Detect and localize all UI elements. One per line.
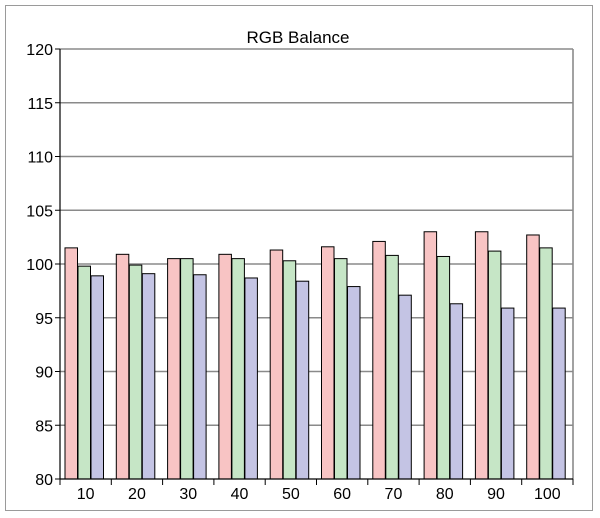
bar <box>423 231 438 480</box>
y-tick-label: 105 <box>26 203 53 220</box>
bar <box>436 255 451 480</box>
bar <box>231 258 245 480</box>
y-tick-label: 115 <box>27 96 53 113</box>
bar <box>474 231 489 480</box>
x-tick-label: 10 <box>77 486 95 503</box>
bar <box>90 275 104 480</box>
bar <box>347 286 361 480</box>
x-tick-label: 90 <box>487 486 505 503</box>
bar <box>141 273 156 480</box>
bar <box>115 253 130 480</box>
y-tick-label: 120 <box>26 42 53 59</box>
bar <box>64 247 78 480</box>
bar <box>552 307 566 480</box>
bar <box>334 258 348 480</box>
x-tick-label: 30 <box>179 486 197 503</box>
bar <box>398 294 412 480</box>
y-tick-label: 110 <box>27 150 53 167</box>
bar <box>128 264 143 480</box>
x-tick-label: 100 <box>534 486 561 503</box>
bar <box>372 240 386 480</box>
bar <box>218 253 232 480</box>
x-tick-label: 60 <box>333 486 351 503</box>
y-tick-label: 95 <box>35 311 53 328</box>
bar <box>167 258 181 480</box>
bar <box>193 274 207 480</box>
x-tick-label: 40 <box>231 486 249 503</box>
bar <box>385 254 399 480</box>
bar <box>282 260 297 480</box>
bar <box>77 265 91 480</box>
x-tick-label: 80 <box>436 486 454 503</box>
chart-title: RGB Balance <box>247 28 350 47</box>
y-tick-label: 85 <box>35 418 53 435</box>
bar <box>180 258 194 480</box>
x-tick-labels: 10 20 30 40 50 60 70 80 90 100 <box>77 486 561 503</box>
x-tick-label: 50 <box>282 486 300 503</box>
y-tick-label: 90 <box>35 365 53 382</box>
bar <box>500 307 515 480</box>
bar <box>244 277 258 480</box>
bar <box>269 249 284 480</box>
bar <box>449 303 464 480</box>
x-tick-label: 20 <box>128 486 146 503</box>
bars <box>64 231 566 480</box>
bar <box>295 280 310 480</box>
bar <box>487 250 502 480</box>
bar <box>539 247 553 480</box>
y-tick-label: 80 <box>35 472 53 489</box>
bar <box>526 234 540 480</box>
y-tick-labels: 80 85 90 95 100 105 110 115 120 <box>26 42 53 489</box>
x-tick-label: 70 <box>385 486 403 503</box>
bar <box>321 246 335 480</box>
y-tick-label: 100 <box>26 257 53 274</box>
axes <box>55 48 574 485</box>
